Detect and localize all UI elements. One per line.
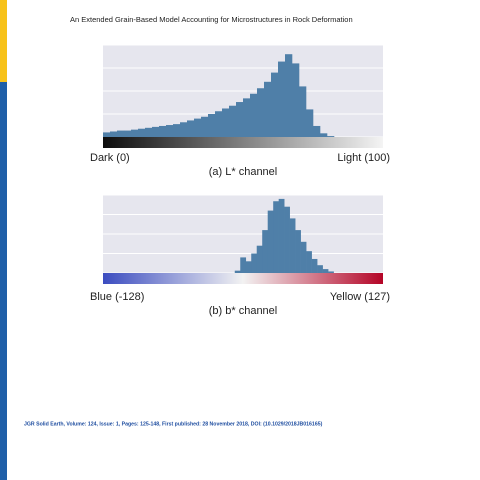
histogram-bar (124, 130, 132, 137)
histogram-bar (180, 122, 188, 137)
histogram-bar (222, 108, 230, 137)
citation: JGR Solid Earth, Volume: 124, Issue: 1, … (24, 421, 323, 427)
histogram-bar (300, 241, 307, 273)
histogram-bar (257, 88, 265, 137)
colorbar (103, 137, 383, 148)
x-axis-label: (a) L* channel (209, 166, 278, 178)
histogram-bar (306, 109, 314, 137)
histogram-bar (262, 230, 269, 273)
histogram-bar (313, 125, 321, 137)
histogram-bar (295, 230, 301, 273)
colorbar (103, 273, 383, 284)
histogram-bar (311, 258, 318, 273)
histogram-bar (292, 63, 300, 137)
histogram-bar (159, 125, 167, 137)
x-tick-label: Yellow (127) (330, 291, 390, 303)
histogram-bar (322, 269, 329, 273)
histogram-bar (117, 130, 125, 137)
histogram-bar (267, 210, 274, 273)
histogram-bar (194, 118, 202, 137)
histogram-bar (229, 105, 237, 137)
histogram-bar (278, 61, 286, 138)
histogram-bar (251, 253, 258, 273)
accent-bar (0, 0, 7, 82)
histogram-bar (256, 245, 263, 273)
histogram-bar (243, 98, 251, 137)
histogram-bar (166, 125, 174, 137)
histogram-bar (103, 132, 111, 137)
x-tick-label: Light (100) (337, 152, 390, 164)
histogram-bar (240, 257, 247, 273)
histogram-bar (320, 133, 328, 137)
histogram-bar (131, 129, 139, 137)
histogram-bar (328, 271, 334, 273)
histogram-bar (215, 111, 223, 137)
histogram-bar (271, 72, 279, 137)
x-tick-label: Dark (0) (90, 152, 130, 164)
histogram-bar (152, 126, 160, 137)
histogram-bar (173, 124, 181, 137)
histogram-bar (201, 116, 209, 137)
histogram-bar (208, 114, 216, 137)
histogram-bar (234, 270, 241, 273)
histogram-bar (187, 120, 195, 137)
histogram-bar (284, 206, 290, 273)
histogram-bar (145, 127, 153, 137)
histogram-bar (264, 81, 272, 137)
histogram-bar (236, 102, 244, 137)
histogram-bar (327, 136, 335, 137)
histogram-bar (317, 265, 323, 273)
histogram-bar (306, 251, 312, 273)
histogram-bar (245, 261, 252, 273)
histogram-bar (285, 54, 293, 138)
histogram-bar (289, 218, 296, 273)
x-axis-label: (b) b* channel (209, 305, 278, 317)
x-tick-label: Blue (-128) (90, 291, 144, 303)
histogram-bar (299, 86, 307, 137)
side-bar (0, 82, 7, 480)
histogram-bar (250, 93, 258, 137)
histogram-bar (138, 128, 146, 137)
histogram-bar (110, 131, 118, 137)
histogram-bar (278, 198, 285, 273)
page-title: An Extended Grain-Based Model Accounting… (70, 15, 353, 24)
histogram-bar (273, 201, 279, 273)
